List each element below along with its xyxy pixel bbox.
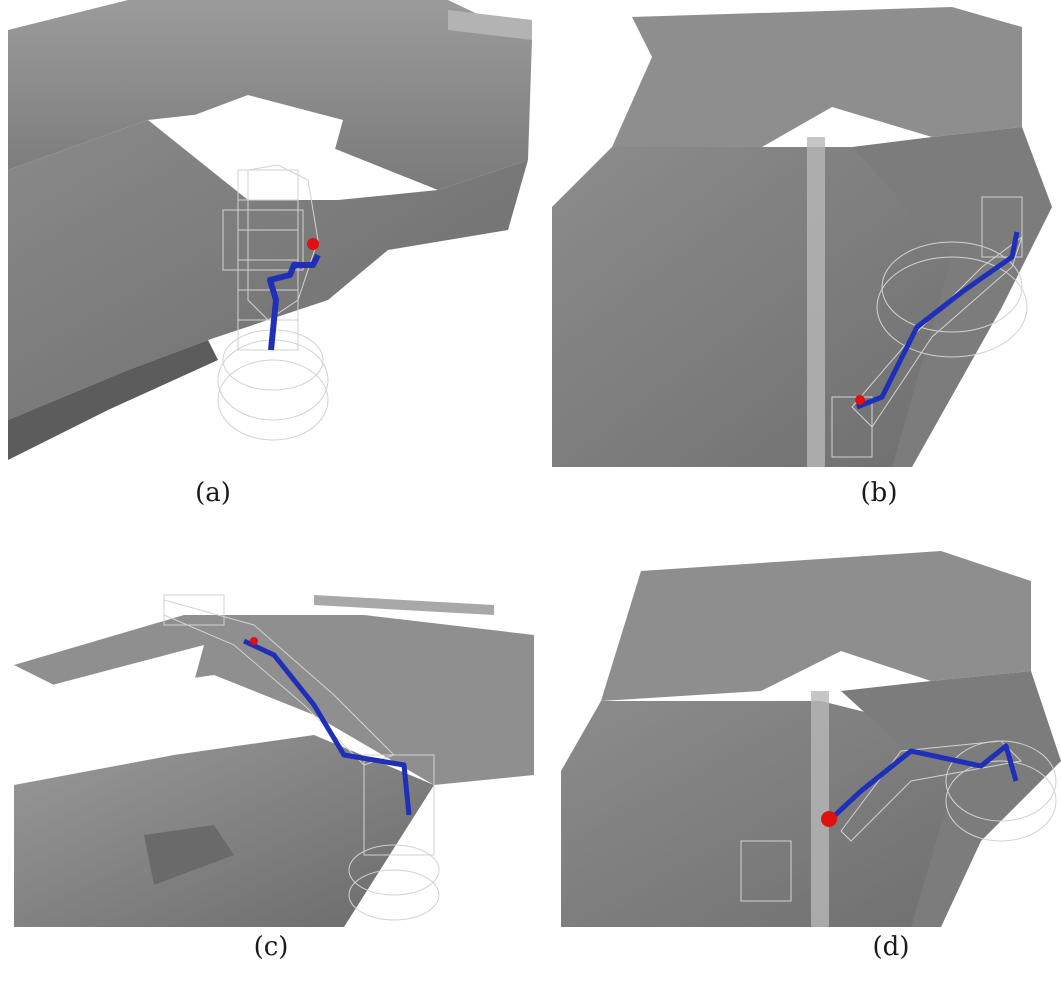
car-window-opening: [168, 95, 343, 195]
tool-path: [242, 638, 412, 816]
caption-a: (a): [195, 478, 231, 508]
panel-b-scene: [552, 7, 1052, 467]
panel-a-scene: [8, 0, 532, 460]
car-roof: [14, 615, 534, 785]
tool-path: [267, 253, 321, 351]
panel-b-image: [552, 7, 1052, 467]
car-spoiler: [314, 595, 494, 615]
car-roof: [612, 7, 1022, 147]
car-front-fender: [144, 825, 234, 885]
panel-d-scene: [561, 551, 1061, 927]
target-point: [821, 811, 837, 827]
panel-a-image: [8, 0, 532, 466]
car-interior-floor: [561, 701, 981, 927]
panel-c-image: [14, 555, 546, 927]
robot-wireframe: [831, 196, 1028, 458]
panel-c-scene: [14, 594, 534, 927]
target-point: [855, 395, 865, 405]
target-point: [250, 637, 258, 645]
caption-b: (b): [860, 478, 898, 508]
car-lower-skirt: [8, 340, 218, 460]
car-window-opening: [14, 645, 204, 785]
car-pillar: [811, 691, 829, 927]
car-pillar: [807, 137, 825, 467]
car-roof: [601, 551, 1031, 701]
car-body-side: [841, 671, 1061, 927]
caption-d: (d): [872, 932, 910, 962]
car-body: [14, 735, 434, 927]
caption-c: (c): [253, 932, 289, 962]
target-point: [307, 238, 319, 250]
robot-wireframe: [740, 740, 1057, 902]
tool-path: [856, 231, 1020, 410]
robot-wireframe: [163, 594, 440, 921]
car-roof: [8, 0, 532, 190]
car-spoiler: [448, 10, 532, 40]
tool-path: [829, 743, 1019, 821]
panel-d-image: [561, 541, 1061, 927]
car-interior-floor: [552, 147, 972, 467]
